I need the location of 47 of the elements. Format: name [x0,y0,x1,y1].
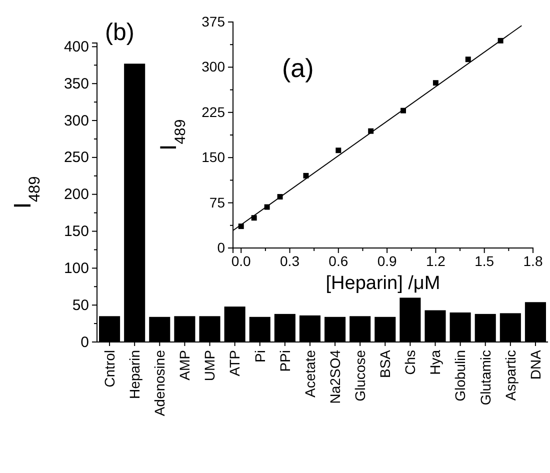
x-tick-label: Globulin [452,350,468,402]
x-tick-label: DNA [527,349,544,380]
y-tick-label: 0 [217,239,226,256]
annotation: (b) [105,19,134,46]
y-tick-label: 225 [202,104,226,120]
x-tick-label: BSA [377,349,394,378]
x-tick-label: Cntrol [101,350,118,388]
x-tick-label: PPi [276,350,293,372]
x-tick-label: Heparin [126,350,142,400]
x-tick-label: 1.2 [426,252,446,269]
x-tick-label: 0.9 [377,252,397,269]
y-tick-label: 150 [202,149,226,166]
x-tick-label: Acetate [302,350,318,398]
x-tick-label: 0.6 [328,252,348,269]
y-tick-label: 400 [64,38,89,56]
y-tick-label: 100 [64,260,89,277]
y-tick-label: 300 [202,58,226,75]
y-tick-label: 350 [64,75,89,92]
x-tick-label: Hya [427,350,444,375]
x-tick-label: Aspartic [502,350,518,401]
x-tick-label: Pi [252,350,268,362]
x-tick-label: Chs [402,350,418,375]
y-tick-label: 300 [64,112,89,130]
y-tick-label: 375 [202,13,226,30]
x-tick-label: AMP [176,350,193,380]
y-tick-label: 75 [209,194,226,210]
x-tick-label: 0.0 [231,252,252,269]
x-tick-label: 1.5 [474,252,494,269]
y-tick-label: 150 [64,223,89,240]
point [432,80,438,86]
point [303,172,309,178]
annotation: (a) [282,53,314,83]
x-tick-label: Glutamic [477,350,494,406]
y-tick-label: 0 [80,334,89,351]
x-axis-title: [Heparin] /μM [326,273,440,294]
x-tick-label: 0.3 [280,252,300,269]
y-tick-label: 250 [64,149,89,166]
y-tick-label: 200 [64,186,89,204]
x-tick-label: Glucose [352,350,368,402]
y-tick-label: 50 [72,296,89,314]
x-tick-label: Adenosine [152,350,168,416]
x-tick-label: UMP [202,350,218,382]
point [336,148,342,154]
x-tick-label: Na2SO4 [326,350,343,404]
x-tick-label: 1.8 [523,252,543,269]
point [465,56,471,62]
x-tick-label: ATP [226,350,243,376]
